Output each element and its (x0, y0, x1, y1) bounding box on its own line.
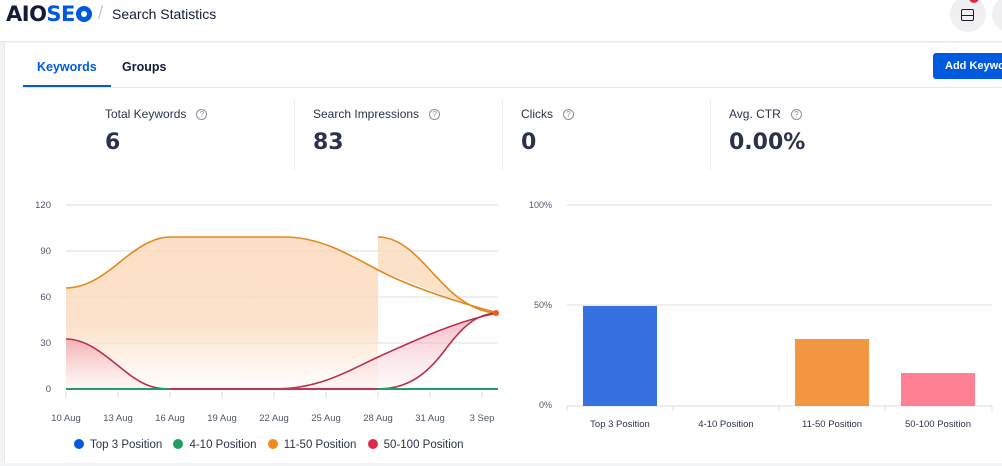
x-tick-label: 11-50 Position (802, 419, 862, 430)
x-tick-label: 50-100 Position (905, 419, 971, 430)
chart-legend: Top 3 Position 4-10 Position 11-50 Posit… (74, 439, 472, 451)
logo-text-blue: SE (46, 2, 75, 26)
help-icon[interactable]: ? (563, 109, 574, 120)
line-50-100 (65, 312, 499, 390)
stat-label: Total Keywords (105, 107, 187, 121)
inbox-icon (961, 9, 974, 21)
keyword-positions-line-chart[interactable]: 120 90 60 30 0 10 Aug 13 Aug 16 Aug 19 A… (0, 0, 520, 430)
stat-avg-ctr: Avg. CTR? 0.00% (710, 100, 918, 170)
logo-gear-icon (75, 6, 92, 22)
line-50-100-segment2 (377, 312, 499, 390)
bar-11-50[interactable] (795, 339, 869, 406)
logo-text-dark: AIO (6, 2, 47, 26)
legend-dot-icon (173, 439, 184, 449)
x-tick-label: 28 Aug (363, 413, 393, 424)
y-tick-label: 50% (534, 300, 552, 310)
x-tick-label: 19 Aug (207, 413, 237, 424)
help-icon[interactable]: ? (790, 109, 802, 120)
tab-groups[interactable]: Groups (122, 60, 167, 74)
tab-bar: Keywords Groups Add Keywords (23, 43, 1002, 88)
y-tick-label: 30 (40, 338, 51, 349)
line-11-50-segment2 (377, 236, 499, 314)
bar-y-axis-labels: 100% 50% 0% (529, 200, 552, 410)
y-tick-label: 0 (46, 384, 51, 395)
stat-label: Avg. CTR (729, 107, 781, 121)
legend-4-10[interactable]: 4-10 Position (173, 439, 257, 451)
legend-dot-icon (367, 439, 378, 449)
stat-value: 83 (313, 130, 344, 155)
y-tick-label: 100% (529, 200, 552, 210)
stat-clicks: Clicks? 0 (502, 100, 710, 170)
legend-dot-icon (74, 439, 84, 449)
position-distribution-bar-chart[interactable]: 100% 50% 0% Top 3 Position 4-10 Position… (0, 0, 1002, 440)
x-tick-label: 16 Aug (155, 413, 185, 424)
legend-dot-icon (267, 439, 278, 449)
stat-search-impressions: Search Impressions? 83 (294, 100, 502, 170)
bar-x-axis-labels: Top 3 Position 4-10 Position 11-50 Posit… (590, 419, 971, 430)
x-tick-label: 22 Aug (259, 413, 289, 424)
y-tick-label: 90 (40, 246, 51, 257)
legend-11-50[interactable]: 11-50 Position (267, 439, 356, 451)
active-tab-indicator (23, 85, 111, 87)
stat-total-keywords: Total Keywords? 6 (100, 100, 290, 170)
stat-value: 0.00% (729, 130, 806, 155)
stat-label: Search Impressions (313, 107, 420, 121)
y-axis-labels: 120 90 60 30 0 (35, 200, 51, 395)
x-axis-ticks (65, 392, 483, 398)
bar-50-100[interactable] (901, 373, 975, 406)
convergence-point (493, 310, 499, 316)
y-tick-label: 0% (539, 400, 552, 410)
area-11-50-fill (66, 237, 378, 389)
x-tick-label: 25 Aug (311, 413, 341, 424)
x-tick-label: 4-10 Position (698, 419, 753, 430)
x-axis-labels: 10 Aug 13 Aug 16 Aug 19 Aug 22 Aug 25 Au… (51, 413, 494, 424)
x-tick-label: 10 Aug (51, 413, 81, 424)
area-50-100-fill (66, 339, 170, 389)
notifications-button[interactable] (950, 0, 986, 32)
stat-value: 0 (521, 130, 537, 155)
stat-value: 6 (105, 130, 121, 155)
breadcrumb-separator: / (98, 3, 104, 23)
notification-badge (969, 0, 979, 3)
area-50-100-fill-segment2 (275, 313, 498, 389)
y-tick-label: 60 (40, 292, 51, 303)
x-tick-label: 3 Sep (470, 413, 495, 424)
y-tick-label: 120 (35, 200, 51, 211)
bar-top3[interactable] (583, 306, 657, 406)
help-icon[interactable]: ? (196, 109, 208, 120)
legend-50-100[interactable]: 50-100 Position (367, 439, 464, 451)
add-keywords-button[interactable]: Add Keywords (933, 53, 1002, 79)
legend-top3[interactable]: Top 3 Position (74, 439, 162, 451)
stat-label: Clicks (521, 107, 553, 121)
x-tick-label: 13 Aug (103, 413, 133, 424)
more-button[interactable] (992, 0, 1002, 32)
aioseo-logo[interactable]: AIOSE (6, 2, 92, 26)
breadcrumb-current: Search Statistics (112, 6, 217, 22)
line-11-50 (65, 236, 499, 314)
x-tick-label: Top 3 Position (590, 419, 650, 430)
top-bar: AIOSE / Search Statistics (0, 0, 1002, 42)
x-tick-label: 31 Aug (415, 413, 445, 424)
help-icon[interactable]: ? (429, 109, 441, 120)
tab-keywords[interactable]: Keywords (37, 60, 97, 74)
area-11-50-fill-segment2 (378, 237, 498, 313)
